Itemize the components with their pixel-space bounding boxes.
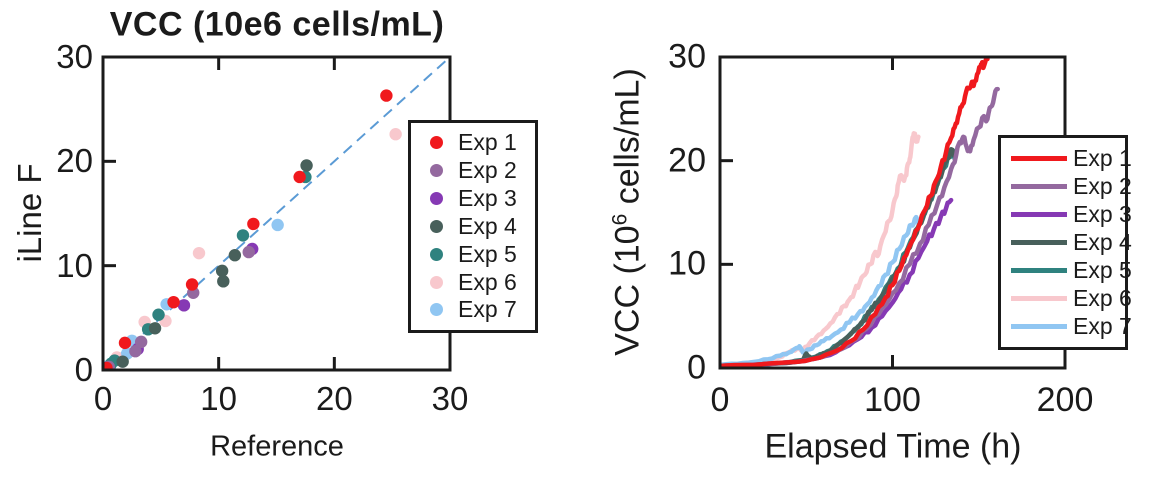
- legend-item-exp-7: Exp 7: [1001, 313, 1132, 340]
- scatter-point-exp-5: [236, 229, 250, 242]
- legend-item-exp-4: Exp 4: [1001, 229, 1132, 256]
- legend-item-exp-2: Exp 2: [1001, 173, 1132, 200]
- scatter-point-exp-7: [271, 218, 284, 232]
- y-tick-label: 30: [56, 38, 93, 75]
- legend-marker-line: [1011, 324, 1067, 330]
- legend-item-exp-3: Exp 3: [411, 185, 535, 212]
- series-line-exp-1: [720, 57, 990, 368]
- y-tick-label: 20: [56, 142, 93, 180]
- legend-label: Exp 5: [1073, 257, 1132, 284]
- scatter-point-exp-4: [228, 249, 242, 262]
- legend-marker-line: [1011, 211, 1067, 217]
- scatter-point-exp-4: [215, 264, 229, 278]
- x-tick-label: 30: [431, 380, 469, 417]
- scatter-point-exp-4: [148, 322, 162, 335]
- x-axis-label: Reference: [210, 430, 344, 463]
- legend-marker-dot: [430, 164, 443, 178]
- legend-item-exp-6: Exp 6: [411, 269, 535, 296]
- scatter-point-exp-6: [192, 246, 206, 260]
- y-tick-label: 0: [687, 348, 706, 387]
- scatter-point-exp-4: [217, 275, 230, 288]
- legend-label: Exp 4: [1073, 228, 1132, 255]
- y-axis-label: VCC (106 cells/mL): [609, 68, 648, 356]
- y-tick-label: 30: [668, 37, 706, 76]
- legend-label: Exp 5: [458, 240, 517, 267]
- legend-item-exp-6: Exp 6: [1001, 285, 1132, 312]
- legend-label: Exp 1: [458, 129, 517, 156]
- y-tick-label: 10: [56, 246, 93, 284]
- scatter-point-exp-3: [177, 299, 191, 312]
- legend-label: Exp 6: [458, 268, 517, 295]
- scatter-point-exp-6: [389, 128, 402, 141]
- scatter-point-exp-5: [152, 308, 165, 321]
- y-axis-label-prefix: VCC (10: [608, 225, 647, 356]
- legend-marker-dot: [430, 136, 443, 150]
- legend-item-exp-1: Exp 1: [411, 129, 535, 156]
- legend-label: Exp 6: [1073, 285, 1132, 312]
- scatter-point-exp-4: [300, 159, 313, 172]
- y-tick-label: 10: [668, 244, 706, 283]
- legend-marker-dot: [430, 275, 443, 289]
- x-axis-label: Elapsed Time (h): [764, 427, 1022, 466]
- legend: Exp 1 Exp 2 Exp 3 Exp 4 Exp 5 Exp 6 Exp 7: [408, 120, 538, 333]
- scatter-point-exp-1: [103, 361, 113, 370]
- legend-item-exp-5: Exp 5: [411, 241, 535, 268]
- y-axis-label-superscript: 6: [608, 213, 632, 226]
- scatter-point-exp-2: [134, 335, 148, 349]
- legend-marker-line: [1011, 155, 1067, 161]
- x-tick-label: 0: [710, 381, 730, 419]
- legend-label: Exp 3: [458, 185, 517, 212]
- legend-marker-line: [1011, 239, 1067, 245]
- scatter-point-exp-1: [185, 278, 199, 291]
- legend-item-exp-2: Exp 2: [411, 157, 535, 184]
- legend-label: Exp 1: [1073, 144, 1132, 171]
- legend-item-exp-5: Exp 5: [1001, 257, 1132, 284]
- scatter-point-exp-2: [129, 345, 142, 358]
- legend-label: Exp 7: [1073, 313, 1132, 340]
- legend-marker-line: [1011, 268, 1067, 274]
- scatter-point-exp-1: [293, 170, 306, 184]
- legend-marker-dot: [430, 303, 443, 317]
- legend-label: Exp 3: [1073, 200, 1132, 227]
- legend-marker-line: [1011, 296, 1067, 302]
- scatter-point-exp-2: [242, 245, 255, 259]
- x-tick-label: 10: [200, 380, 238, 417]
- scatter-point-exp-4: [116, 355, 129, 368]
- data-layer: [103, 57, 450, 370]
- x-tick-label: 0: [93, 380, 113, 417]
- legend-item-exp-3: Exp 3: [1001, 201, 1132, 228]
- series-line-exp-7: [720, 213, 925, 368]
- legend-label: Exp 4: [458, 212, 517, 239]
- scatter-point-exp-1: [118, 336, 132, 350]
- y-axis-label-suffix: cells/mL): [608, 68, 647, 214]
- x-tick-label: 200: [1036, 381, 1094, 419]
- legend-item-exp-7: Exp 7: [411, 296, 535, 323]
- legend-label: Exp 2: [1073, 172, 1132, 199]
- series-line-exp-3: [720, 197, 954, 368]
- legend-marker-dot: [430, 219, 443, 233]
- scatter-point-exp-1: [167, 295, 180, 309]
- legend-item-exp-1: Exp 1: [1001, 145, 1132, 172]
- legend-marker-dot: [430, 192, 443, 206]
- scatter-point-exp-1: [247, 217, 260, 231]
- x-tick-label: 100: [864, 381, 921, 419]
- legend-marker-line: [1011, 183, 1067, 189]
- chart-title: VCC (10e6 cells/mL): [109, 5, 445, 44]
- legend-label: Exp 2: [458, 157, 517, 184]
- legend-marker-dot: [430, 247, 443, 261]
- data-layer: [720, 57, 1000, 368]
- scatter-point-exp-1: [380, 89, 393, 102]
- x-tick-label: 20: [315, 380, 353, 417]
- y-tick-label: 20: [668, 141, 706, 180]
- legend-label: Exp 7: [458, 296, 517, 323]
- legend: Exp 1 Exp 2 Exp 3 Exp 4 Exp 5 Exp 6 Exp 7: [998, 135, 1132, 350]
- y-tick-label: 0: [74, 351, 93, 388]
- legend-item-exp-4: Exp 4: [411, 213, 535, 240]
- series-line-exp-6: [720, 131, 921, 368]
